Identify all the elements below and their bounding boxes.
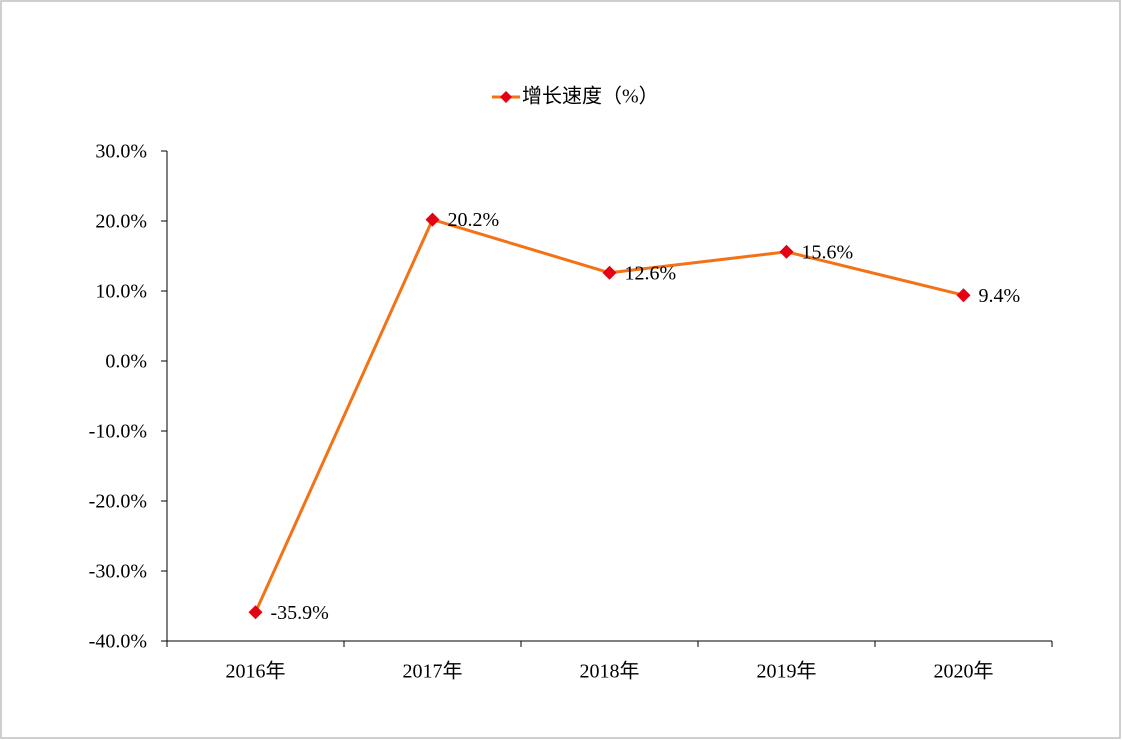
data-point bbox=[602, 265, 617, 280]
y-tick-label: 0.0% bbox=[105, 351, 147, 373]
y-tick-label: -10.0% bbox=[89, 421, 147, 443]
data-label: 9.4% bbox=[979, 285, 1021, 307]
y-tick-label: 10.0% bbox=[95, 281, 147, 303]
data-label: 15.6% bbox=[802, 241, 854, 263]
x-tick-label: 2017年 bbox=[403, 660, 463, 683]
x-tick-label: 2018年 bbox=[580, 660, 640, 683]
x-tick-label: 2016年 bbox=[226, 660, 286, 683]
data-point bbox=[425, 212, 440, 227]
y-tick-label: 20.0% bbox=[95, 211, 147, 233]
data-label: -35.9% bbox=[271, 602, 329, 624]
y-tick-label: 30.0% bbox=[95, 141, 147, 163]
data-point bbox=[956, 288, 971, 303]
x-tick-label: 2020年 bbox=[934, 660, 994, 683]
y-tick-label: -20.0% bbox=[89, 491, 147, 513]
data-point bbox=[248, 605, 263, 620]
data-point bbox=[779, 244, 794, 259]
legend-label: 增长速度（%） bbox=[522, 85, 659, 108]
data-label: 20.2% bbox=[448, 209, 500, 231]
y-tick-label: -40.0% bbox=[89, 631, 147, 653]
y-tick-label: -30.0% bbox=[89, 561, 147, 583]
data-label: 12.6% bbox=[625, 262, 677, 284]
legend-marker bbox=[500, 91, 512, 103]
x-tick-label: 2019年 bbox=[757, 660, 817, 683]
